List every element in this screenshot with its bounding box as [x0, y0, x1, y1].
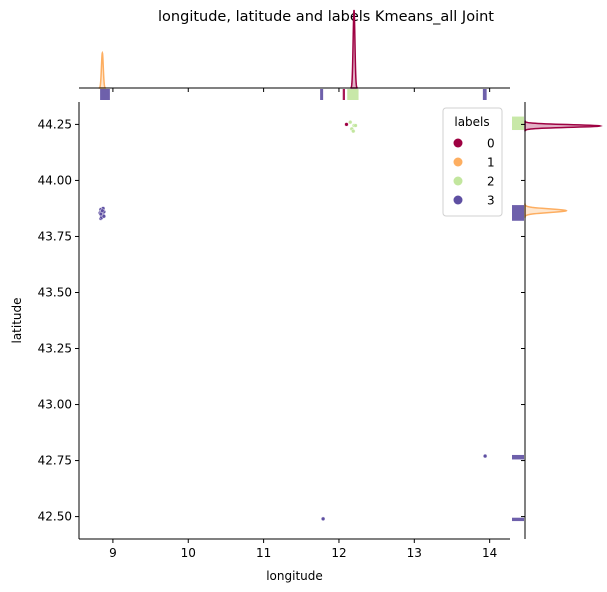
x-tick-label: 14	[482, 546, 497, 560]
y-tick-label: 43.75	[38, 229, 72, 243]
legend-label-2: 2	[487, 175, 495, 189]
top-marginal-hist-bar-0	[342, 89, 345, 100]
top-marginal-hist-bar-3	[100, 89, 110, 100]
scatter-point-label-2	[348, 120, 353, 125]
legend-label-3: 3	[487, 194, 495, 208]
scatter-point-label-0	[344, 122, 349, 127]
x-tick-label: 10	[181, 546, 196, 560]
right-marginal-hist-bar-3	[512, 454, 524, 460]
scatter-point-label-2	[351, 129, 356, 134]
y-tick-label: 44.00	[38, 173, 72, 187]
right-marginal-hist-bar-3	[512, 517, 524, 522]
y-tick-label: 42.75	[38, 454, 72, 468]
y-tick-label: 44.25	[38, 117, 72, 131]
top-marginal-kde-1	[98, 50, 107, 89]
y-tick-label: 43.50	[38, 285, 72, 299]
top-marginal-plot	[79, 9, 510, 100]
legend-label-1: 1	[487, 156, 495, 170]
legend-marker-2	[453, 176, 463, 186]
x-axis-ticks: 9 10 11 12 13 14	[109, 539, 497, 560]
right-marginal-hist-bar-3	[512, 205, 524, 221]
y-axis-ticks: 42.50 42.75 43.00 43.25 43.50 43.75 44.00 44.25	[38, 117, 79, 524]
y-axis-label: latitude	[10, 297, 24, 343]
right-marginal-plot	[512, 102, 603, 539]
legend-title: labels	[454, 115, 489, 129]
scatter-point-label-3	[321, 516, 326, 521]
legend-label-0: 0	[487, 137, 495, 151]
x-tick-label: 12	[331, 546, 346, 560]
top-marginal-hist-bar-3	[482, 89, 487, 100]
main-scatter-axes: 9 10 11 12 13 14 42.5042.7543.0043.2543.5043.…	[10, 102, 510, 583]
legend-marker-1	[453, 157, 463, 167]
x-tick-label: 13	[407, 546, 422, 560]
y-tick-label: 43.00	[38, 398, 72, 412]
scatter-point-label-3	[98, 211, 103, 217]
right-marginal-kde-1	[524, 203, 568, 218]
x-tick-label: 11	[256, 546, 271, 560]
x-axis-label: longitude	[266, 569, 323, 583]
legend-marker-0	[453, 138, 463, 148]
scatter-point-label-2	[353, 123, 358, 128]
legend-frame	[442, 107, 503, 217]
x-tick-label: 9	[109, 546, 117, 560]
scatter-points	[97, 120, 488, 521]
top-marginal-kde-0	[350, 9, 358, 89]
legend: labels 0 1 2 3	[442, 107, 503, 217]
chart-title: longitude, latitude and labels Kmeans_al…	[158, 9, 494, 25]
y-tick-label: 42.50	[38, 510, 72, 524]
right-marginal-hist-bar-2	[512, 116, 524, 131]
right-marginal-kde-0	[524, 120, 603, 132]
scatter-point-label-3	[101, 214, 106, 219]
top-marginal-hist-bar-2	[347, 89, 359, 100]
top-marginal-hist-bar-3	[320, 89, 324, 100]
y-tick-label: 43.25	[38, 342, 72, 356]
legend-marker-3	[453, 195, 463, 205]
scatter-point-label-3	[483, 453, 488, 459]
